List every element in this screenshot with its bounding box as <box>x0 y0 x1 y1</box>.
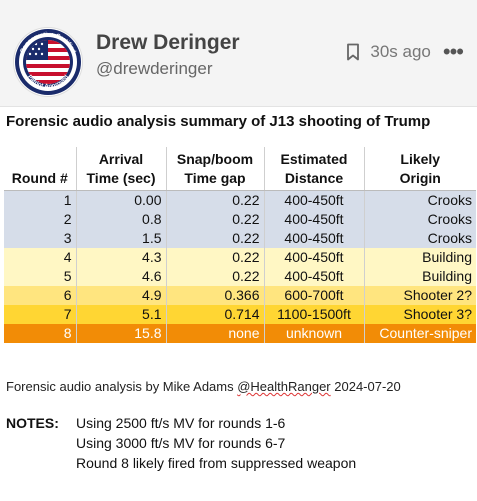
table-row: 4 4.3 0.22 400-450ft Building <box>4 248 476 267</box>
note-2: Using 3000 ft/s MV for rounds 6-7 <box>76 435 286 451</box>
author-handle[interactable]: @drewderinger <box>96 59 213 78</box>
table-row: 1 0.00 0.22 400-450ft Crooks <box>4 190 476 210</box>
header-arrival: Arrival Time (sec) <box>75 147 166 191</box>
arrival-cell: 5.1 <box>75 305 166 324</box>
note-3: Round 8 likely fired from suppressed wea… <box>76 455 357 471</box>
post-meta: 30s ago ••• <box>346 39 464 64</box>
arrival-cell: 4.6 <box>75 267 166 286</box>
gap-cell: 0.22 <box>165 267 264 286</box>
gap-cell: 0.22 <box>165 190 264 210</box>
author-name[interactable]: Drew Deringer <box>96 31 240 54</box>
arrival-cell: 4.9 <box>75 286 166 305</box>
post-image-document: Forensic audio analysis summary of J13 s… <box>0 106 477 501</box>
origin-cell: Building <box>363 248 476 267</box>
table-row: 7 5.1 0.714 1100-1500ft Shooter 3? <box>4 305 476 324</box>
table-row: 3 1.5 0.22 400-450ft Crooks <box>4 229 476 248</box>
round-cell: 7 <box>63 306 72 322</box>
round-cell: 4 <box>63 249 72 265</box>
arrival-cell: 4.3 <box>75 248 166 267</box>
header-origin: Likely Origin <box>363 147 476 191</box>
origin-cell: Crooks <box>363 210 476 229</box>
gap-cell: 0.22 <box>165 229 264 248</box>
notes-label: NOTES: <box>6 415 59 431</box>
origin-cell: Crooks <box>363 190 476 210</box>
round-cell: 2 <box>63 211 72 227</box>
byline: Forensic audio analysis by Mike Adams @H… <box>6 379 401 394</box>
distance-cell: 400-450ft <box>263 248 364 267</box>
avatar[interactable]: Conservative Certified Patriot Approved <box>14 28 82 96</box>
origin-cell: Shooter 3? <box>363 305 476 324</box>
distance-cell: unknown <box>263 324 364 343</box>
header-gap: Snap/boom Time gap <box>165 147 264 191</box>
round-cell: 5 <box>63 268 72 284</box>
gap-cell: none <box>165 324 264 343</box>
table-header-row: Round # Arrival Time (sec) Snap/boom Time … <box>4 147 476 191</box>
origin-cell: Building <box>363 267 476 286</box>
post-header: Conservative Certified Patriot Approved … <box>0 0 477 100</box>
analysis-table: Round # Arrival Time (sec) Snap/boom Time … <box>4 147 476 343</box>
post-time: 30s ago <box>370 42 431 61</box>
document-title: Forensic audio analysis summary of J13 s… <box>6 113 431 130</box>
distance-cell: 400-450ft <box>263 210 364 229</box>
more-options-icon[interactable]: ••• <box>442 39 464 64</box>
arrival-cell: 0.00 <box>75 190 166 210</box>
byline-handle: @HealthRanger <box>237 379 331 394</box>
origin-cell: Counter-sniper <box>363 324 476 343</box>
round-cell: 8 <box>63 325 72 341</box>
flag-badge-icon: Conservative Certified Patriot Approved <box>15 29 81 95</box>
round-cell: 1 <box>63 192 72 208</box>
header-distance: Estimated Distance <box>263 147 364 191</box>
distance-cell: 400-450ft <box>263 267 364 286</box>
distance-cell: 400-450ft <box>263 190 364 210</box>
gap-cell: 0.22 <box>165 248 264 267</box>
header-round: Round # <box>4 147 76 191</box>
table-row: 8 15.8 none unknown Counter-sniper <box>4 324 476 343</box>
distance-cell: 1100-1500ft <box>263 305 364 324</box>
table-row: 5 4.6 0.22 400-450ft Building <box>4 267 476 286</box>
gap-cell: 0.714 <box>165 305 264 324</box>
arrival-cell: 1.5 <box>75 229 166 248</box>
gap-cell: 0.22 <box>165 210 264 229</box>
round-cell: 3 <box>63 230 72 246</box>
arrival-cell: 0.8 <box>75 210 166 229</box>
table-row: 6 4.9 0.366 600-700ft Shooter 2? <box>4 286 476 305</box>
gap-cell: 0.366 <box>165 286 264 305</box>
distance-cell: 400-450ft <box>263 229 364 248</box>
distance-cell: 600-700ft <box>263 286 364 305</box>
table-row: 2 0.8 0.22 400-450ft Crooks <box>4 210 476 229</box>
bookmark-icon[interactable] <box>346 43 360 61</box>
note-1: Using 2500 ft/s MV for rounds 1-6 <box>76 415 286 431</box>
origin-cell: Shooter 2? <box>363 286 476 305</box>
arrival-cell: 15.8 <box>75 324 166 343</box>
origin-cell: Crooks <box>363 229 476 248</box>
round-cell: 6 <box>63 287 72 303</box>
